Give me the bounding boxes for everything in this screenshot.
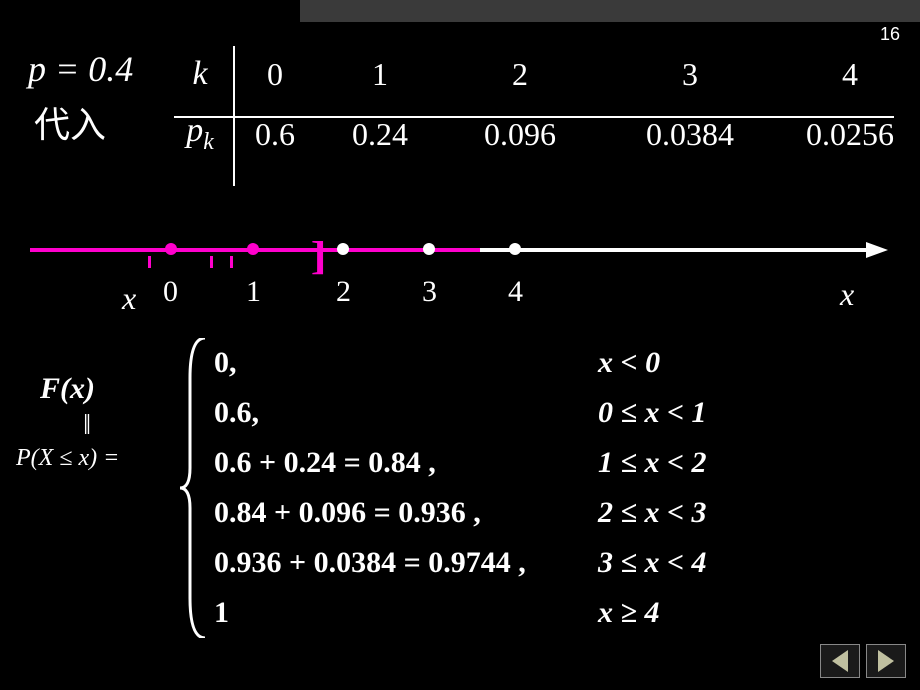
tick-dot <box>165 243 177 255</box>
table-row-pk: pk 0.6 0.24 0.096 0.0384 0.0256 <box>170 104 920 164</box>
cdf-value: 0.6, <box>214 388 526 438</box>
page-number: 16 <box>880 24 900 45</box>
pk-cell: 0.096 <box>440 116 600 153</box>
left-brace-icon <box>180 338 210 638</box>
pk-cell: 0.0256 <box>780 116 920 153</box>
cdf-value: 0.6 + 0.24 = 0.84 , <box>214 438 526 488</box>
number-line-white-segment <box>480 248 870 252</box>
tick-label: 4 <box>508 275 523 309</box>
tick-dot <box>509 243 521 255</box>
title-bar <box>300 0 920 22</box>
triangle-right-icon <box>878 650 894 672</box>
tick-label: 2 <box>336 275 351 309</box>
cdf-condition: 2 ≤ x < 3 <box>598 488 707 538</box>
x-variable-label-left: x <box>122 280 136 317</box>
cdf-condition: 3 ≤ x < 4 <box>598 538 707 588</box>
cdf-condition: 0 ≤ x < 1 <box>598 388 707 438</box>
k-cell: 1 <box>320 56 440 93</box>
pk-cell: 0.24 <box>320 116 440 153</box>
equals-rotated: ‖ <box>72 410 102 442</box>
slide-nav <box>820 644 906 678</box>
substitute-label: 代入 <box>34 96 106 148</box>
k-cell: 0 <box>230 56 320 93</box>
arrowhead-icon <box>866 242 888 258</box>
pk-cell: 0.6 <box>230 116 320 153</box>
cdf-condition: x < 0 <box>598 338 707 388</box>
triangle-left-icon <box>832 650 848 672</box>
tick-label: 0 <box>163 275 178 309</box>
table-row-k: k 0 1 2 3 4 <box>170 44 920 104</box>
tick-dash <box>148 256 151 268</box>
cdf-condition: 1 ≤ x < 2 <box>598 438 707 488</box>
pk-cell: 0.0384 <box>600 116 780 153</box>
cdf-conditions-column: x < 0 0 ≤ x < 1 1 ≤ x < 2 2 ≤ x < 3 3 ≤ … <box>598 338 707 638</box>
parameter-expression: p = 0.4 <box>28 48 133 90</box>
cdf-value: 0.84 + 0.096 = 0.936 , <box>214 488 526 538</box>
cdf-value: 0, <box>214 338 526 388</box>
tick-dot <box>247 243 259 255</box>
tick-dot <box>423 243 435 255</box>
cdf-condition: x ≥ 4 <box>598 588 707 638</box>
distribution-table: k 0 1 2 3 4 pk 0.6 0.24 0.096 0.0384 0.0… <box>170 44 920 164</box>
tick-dash <box>230 256 233 268</box>
k-cell: 2 <box>440 56 600 93</box>
tick-label: 1 <box>246 275 261 309</box>
interval-bracket-icon: ] <box>311 232 327 279</box>
prev-slide-button[interactable] <box>820 644 860 678</box>
tick-dash <box>210 256 213 268</box>
next-slide-button[interactable] <box>866 644 906 678</box>
cdf-values-column: 0, 0.6, 0.6 + 0.24 = 0.84 , 0.84 + 0.096… <box>214 338 526 638</box>
p-equals-text: p = 0.4 <box>28 49 133 89</box>
fx-label: F(x) <box>40 372 95 406</box>
k-cell: 3 <box>600 56 780 93</box>
row-header-pk: pk <box>170 112 230 156</box>
k-cell: 4 <box>780 56 920 93</box>
x-variable-label-right: x <box>840 276 854 313</box>
tick-dot <box>337 243 349 255</box>
cdf-value: 0.936 + 0.0384 = 0.9744 , <box>214 538 526 588</box>
tick-label: 3 <box>422 275 437 309</box>
row-header-k: k <box>170 55 230 93</box>
cdf-value: 1 <box>214 588 526 638</box>
probability-label: P(X ≤ x) = <box>16 445 119 472</box>
